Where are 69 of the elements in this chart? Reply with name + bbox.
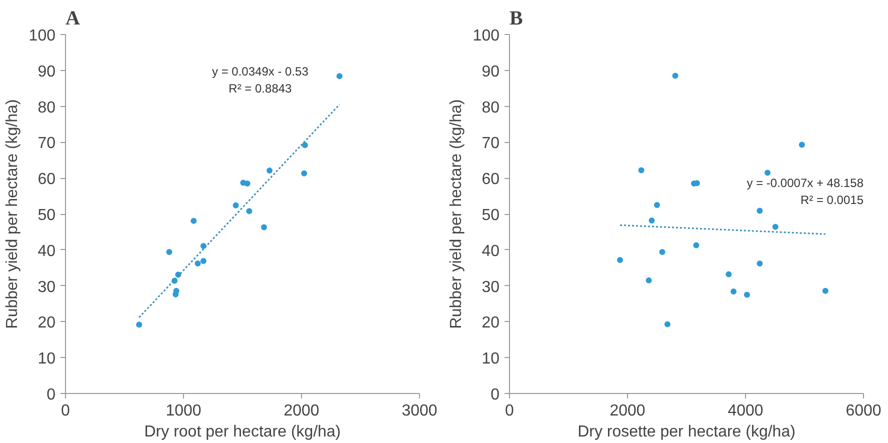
point: [617, 256, 624, 263]
chart-title: B: [510, 8, 523, 30]
point: [266, 168, 273, 174]
y-tick-label: 70: [482, 135, 500, 152]
y-tick-label: 40: [482, 242, 500, 260]
x-tick-label: 2000: [284, 402, 320, 420]
point: [756, 208, 763, 214]
x-tick-label: 3000: [402, 402, 438, 420]
y-tick-label: 80: [482, 99, 500, 116]
x-tick-label: 2000: [610, 402, 646, 420]
y-tick-label: 60: [482, 171, 500, 188]
point: [654, 202, 660, 208]
point: [756, 260, 763, 267]
point: [822, 288, 828, 294]
point: [301, 170, 308, 176]
x-tick-label: 6000: [846, 402, 882, 420]
point: [166, 249, 172, 256]
point: [730, 288, 737, 295]
point: [659, 249, 666, 256]
x-tick-label: 0: [61, 402, 70, 420]
y-axis-title: Rubber yield per hectare (kg/ha): [448, 99, 465, 329]
y-tick-label: 100: [472, 28, 500, 44]
point: [648, 217, 655, 224]
y-tick-label: 30: [38, 278, 56, 296]
point: [232, 202, 239, 208]
point: [136, 322, 142, 328]
annotation: y = -0.0007x + 48.158 R² = 0.0015: [746, 176, 864, 207]
y-tick-label: 10: [38, 350, 56, 368]
point: [194, 260, 201, 267]
point: [744, 292, 750, 298]
point: [336, 73, 342, 80]
point: [302, 142, 308, 148]
x-tick-label: 0: [505, 402, 514, 420]
y-tick-label: 60: [38, 171, 56, 188]
point: [764, 170, 771, 176]
point: [246, 208, 252, 214]
y-axis-title: Rubber yield per hectare (kg/ha): [4, 99, 21, 329]
x-axis-title: Dry root per hectare (kg/ha): [144, 424, 341, 440]
point: [772, 224, 778, 230]
x-axis-title: Dry rosette per hectare (kg/ha): [578, 424, 796, 440]
point: [798, 142, 805, 148]
y-tick-label: 40: [38, 242, 56, 260]
y-tick-label: 0: [46, 386, 56, 404]
y-tick-label: 20: [482, 314, 500, 332]
y-tick-label: 90: [38, 63, 56, 80]
y-tick-label: 70: [38, 135, 56, 152]
point: [646, 277, 652, 284]
point: [638, 167, 644, 174]
chart-title: A: [66, 8, 80, 30]
point: [693, 242, 700, 248]
point: [200, 258, 206, 264]
annotation: y = 0.0349x - 0.53 R² = 0.8843: [212, 64, 309, 96]
y-tick-label: 10: [482, 350, 500, 368]
point: [244, 180, 250, 186]
point: [672, 72, 678, 79]
point: [664, 321, 670, 328]
y-tick-label: 0: [490, 386, 500, 404]
y-tick-label: 50: [482, 207, 500, 224]
y-tick-label: 90: [482, 63, 500, 80]
y-tick-label: 20: [38, 314, 56, 332]
y-tick-label: 30: [482, 278, 500, 296]
x-tick-label: 4000: [728, 402, 764, 420]
point: [726, 271, 732, 278]
y-tick-label: 100: [28, 28, 56, 44]
y-tick-label: 50: [38, 207, 56, 224]
y-tick-label: 80: [38, 99, 56, 116]
point: [260, 224, 267, 230]
x-tick-label: 1000: [166, 402, 202, 420]
point: [190, 218, 197, 224]
